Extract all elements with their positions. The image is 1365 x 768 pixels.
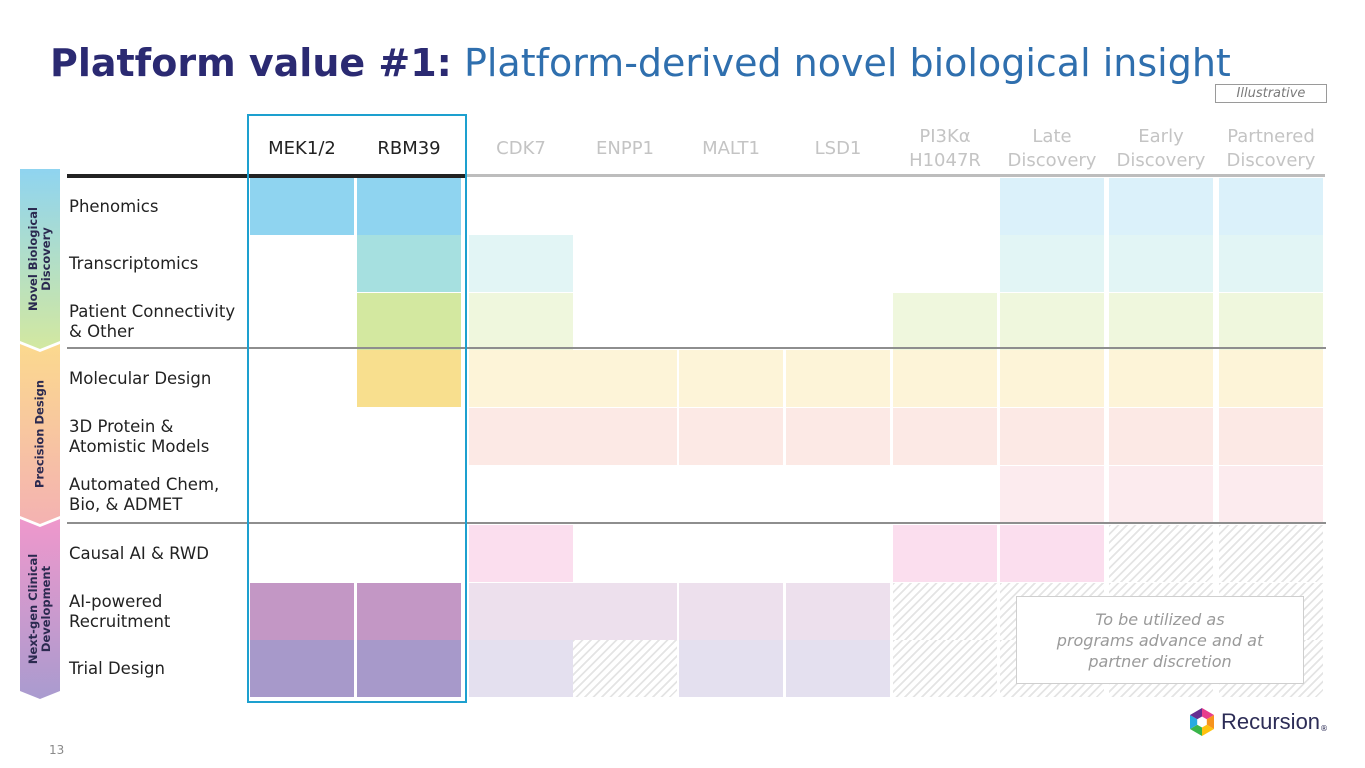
section-rule-2 [67, 522, 1326, 524]
cell-protein-models-lsd1 [786, 408, 890, 465]
cell-phenomics-early-discovery [1109, 178, 1213, 235]
cell-automated-chem-early-discovery [1109, 466, 1213, 523]
section-rule-1 [67, 347, 1326, 349]
cell-recruitment-pi3k-h1047r [893, 583, 997, 640]
row-label-3d-protein-atomistic-models: 3D Protein & Atomistic Models [69, 417, 210, 456]
cell-patient-connectivity-early-discovery [1109, 293, 1213, 350]
cell-patient-connectivity-pi3k-h1047r [893, 293, 997, 350]
logo-registered-mark: ® [1320, 723, 1329, 733]
column-header-cdk7: CDK7 [496, 138, 546, 159]
cell-recruitment-malt1 [679, 583, 783, 640]
logo: Recursion ® [1188, 705, 1328, 739]
cell-protein-models-enpp1 [573, 408, 677, 465]
logo-text: Recursion [1221, 709, 1321, 734]
cell-protein-models-malt1 [679, 408, 783, 465]
cell-patient-connectivity-cdk7 [469, 293, 573, 350]
column-header-malt1: MALT1 [702, 138, 760, 159]
section-chevron-1 [20, 169, 60, 349]
section-label-precision-design: Precision Design [32, 379, 47, 489]
column-header-early-discovery: Early Discovery [1116, 126, 1206, 171]
cell-causal-ai-partnered-discovery [1219, 525, 1323, 582]
cell-molecular-design-rbm39 [357, 350, 461, 407]
cell-recruitment-rbm39 [357, 583, 461, 640]
cell-trial-design-mek1-2 [250, 640, 354, 697]
row-label-automated-chem-bio-admet: Automated Chem, Bio, & ADMET [69, 475, 220, 514]
cell-trial-design-enpp1 [573, 640, 677, 697]
cell-molecular-design-partnered-discovery [1219, 350, 1323, 407]
column-header-enpp1: ENPP1 [596, 138, 654, 159]
cell-protein-models-late-discovery [1000, 408, 1104, 465]
row-label-phenomics: Phenomics [69, 197, 159, 216]
column-header-partnered-discovery: Partnered Discovery [1226, 126, 1316, 171]
cell-causal-ai-pi3k-h1047r [893, 525, 997, 582]
column-header-lsd1: LSD1 [814, 138, 862, 159]
header-rule [67, 174, 467, 178]
section-chevron-3 [20, 519, 60, 699]
title-bold: Platform value #1: [50, 41, 452, 85]
cell-molecular-design-cdk7 [469, 350, 573, 407]
cell-phenomics-rbm39 [357, 178, 461, 235]
cell-protein-models-cdk7 [469, 408, 573, 465]
cell-trial-design-pi3k-h1047r [893, 640, 997, 697]
note-box: To be utilized as programs advance and a… [1016, 596, 1304, 684]
cell-protein-models-pi3k-h1047r [893, 408, 997, 465]
cell-transcriptomics-cdk7 [469, 235, 573, 292]
column-header-rbm39: RBM39 [377, 138, 441, 159]
cell-molecular-design-malt1 [679, 350, 783, 407]
section-label-next-gen-clinical-development: Next-gen Clinical Development [26, 553, 53, 665]
cell-trial-design-rbm39 [357, 640, 461, 697]
cell-recruitment-mek1-2 [250, 583, 354, 640]
page-title: Platform value #1: Platform-derived nove… [50, 40, 1231, 86]
cell-transcriptomics-rbm39 [357, 235, 461, 292]
illustrative-badge: Illustrative [1215, 84, 1327, 103]
title-rest: Platform-derived novel biological insigh… [451, 41, 1231, 85]
cell-causal-ai-cdk7 [469, 525, 573, 582]
section-chevron-2 [20, 344, 60, 524]
row-label-ai-powered-recruitment: AI-powered Recruitment [69, 592, 171, 631]
cell-protein-models-early-discovery [1109, 408, 1213, 465]
cell-molecular-design-lsd1 [786, 350, 890, 407]
cell-patient-connectivity-rbm39 [357, 293, 461, 350]
header-rule-light [467, 174, 1325, 177]
cell-trial-design-lsd1 [786, 640, 890, 697]
cell-patient-connectivity-late-discovery [1000, 293, 1104, 350]
column-header-pi3k-h1047r: PI3Kα H1047R [909, 126, 981, 171]
row-label-molecular-design: Molecular Design [69, 369, 212, 388]
cell-patient-connectivity-partnered-discovery [1219, 293, 1323, 350]
cell-recruitment-lsd1 [786, 583, 890, 640]
recursion-logo-icon [1190, 708, 1214, 736]
cell-automated-chem-late-discovery [1000, 466, 1104, 523]
cell-phenomics-late-discovery [1000, 178, 1104, 235]
cell-transcriptomics-early-discovery [1109, 235, 1213, 292]
cell-transcriptomics-partnered-discovery [1219, 235, 1323, 292]
section-label-novel-biological-discovery: Novel Biological Discovery [26, 207, 53, 311]
cell-molecular-design-enpp1 [573, 350, 677, 407]
cell-phenomics-mek1-2 [250, 178, 354, 235]
cell-automated-chem-partnered-discovery [1219, 466, 1323, 523]
cell-causal-ai-early-discovery [1109, 525, 1213, 582]
cell-molecular-design-early-discovery [1109, 350, 1213, 407]
cell-recruitment-enpp1 [573, 583, 677, 640]
row-label-transcriptomics: Transcriptomics [69, 254, 199, 273]
cell-molecular-design-late-discovery [1000, 350, 1104, 407]
cell-trial-design-malt1 [679, 640, 783, 697]
cell-phenomics-partnered-discovery [1219, 178, 1323, 235]
row-label-causal-ai-rwd: Causal AI & RWD [69, 544, 209, 563]
cell-recruitment-cdk7 [469, 583, 573, 640]
column-header-mek1-2: MEK1/2 [268, 138, 336, 159]
cell-transcriptomics-late-discovery [1000, 235, 1104, 292]
cell-molecular-design-pi3k-h1047r [893, 350, 997, 407]
row-label-trial-design: Trial Design [69, 659, 165, 678]
cell-trial-design-cdk7 [469, 640, 573, 697]
highlight-box [247, 114, 467, 703]
cell-protein-models-partnered-discovery [1219, 408, 1323, 465]
cell-causal-ai-late-discovery [1000, 525, 1104, 582]
row-label-patient-connectivity-other: Patient Connectivity & Other [69, 302, 236, 341]
column-header-late-discovery: Late Discovery [1007, 126, 1097, 171]
page-number: 13 [49, 743, 65, 757]
